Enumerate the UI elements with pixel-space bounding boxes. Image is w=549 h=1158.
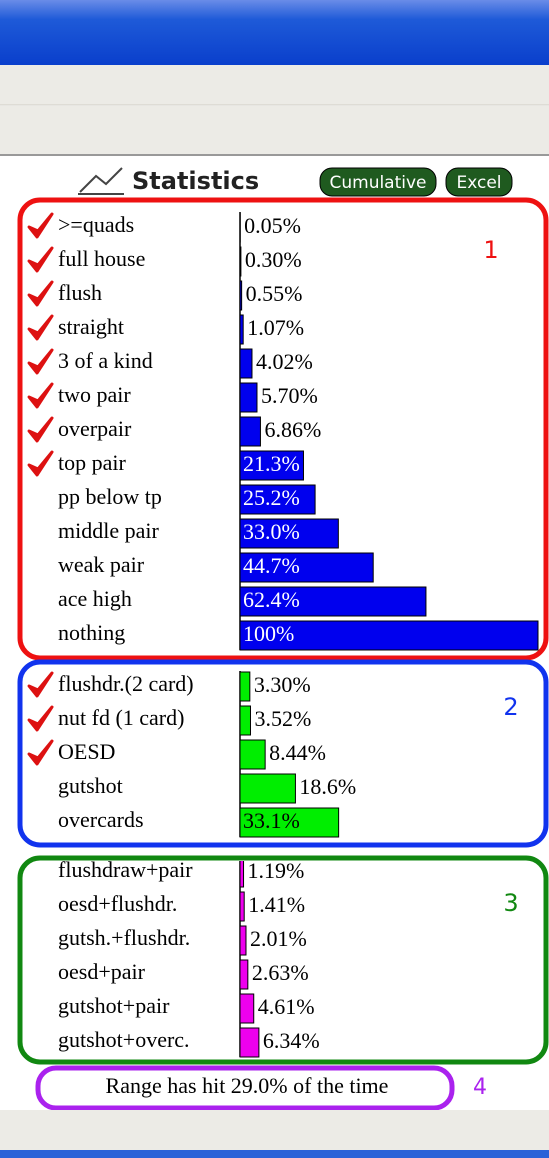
bar [240, 740, 265, 769]
footer-text: Range has hit 29.0% of the time [106, 1073, 389, 1098]
group-label: 1 [483, 236, 498, 264]
value-label: 33.1% [243, 808, 300, 833]
panel-title: Statistics [132, 167, 259, 195]
checkmark [29, 384, 52, 407]
bar [240, 774, 295, 803]
row-name: gutshot+overc. [58, 1027, 190, 1052]
checkmark [29, 316, 52, 339]
value-label: 4.61% [258, 994, 315, 1019]
value-label: 62.4% [243, 587, 300, 612]
row-name: straight [58, 314, 124, 339]
row-name: oesd+pair [58, 959, 146, 984]
checkmark [29, 282, 52, 305]
row-name: 3 of a kind [58, 348, 153, 373]
row-name: pp below tp [58, 484, 162, 509]
button-label[interactable]: Excel [456, 173, 501, 193]
row-name: >=quads [58, 212, 134, 237]
row-name: OESD [58, 739, 115, 764]
row-name: two pair [58, 382, 131, 407]
row-name: gutshot [58, 773, 123, 798]
value-label: 33.0% [243, 519, 300, 544]
bar [240, 281, 242, 310]
value-label: 44.7% [243, 553, 300, 578]
group-rows: >=quads 0.05% full house 0.30% flush 0.55% str… [29, 212, 538, 650]
group-rows: flushdr.(2 card) 3.30% nut fd (1 card) 3.52… [29, 671, 356, 837]
bar [240, 994, 254, 1023]
checkmark [29, 350, 52, 373]
value-label: 25.2% [243, 485, 300, 510]
status-bar [0, 1110, 549, 1150]
value-label: 21.3% [243, 451, 300, 476]
checkmark [29, 707, 52, 730]
row-name: weak pair [58, 552, 145, 577]
row-name: nut fd (1 card) [58, 705, 184, 730]
button-label[interactable]: Cumulative [329, 173, 426, 193]
checkmark [29, 741, 52, 764]
row-name: full house [58, 246, 145, 271]
row-name: flushdr.(2 card) [58, 671, 194, 696]
footer-label: 4 [473, 1075, 487, 1100]
group-label: 3 [503, 889, 518, 917]
value-label: 100% [243, 621, 294, 646]
bar [240, 383, 257, 412]
bar [240, 672, 250, 701]
bottom-border [0, 1150, 549, 1158]
value-label: 0.30% [245, 247, 302, 272]
value-label: 18.6% [299, 774, 356, 799]
bar [240, 247, 241, 276]
row-name: middle pair [58, 518, 159, 543]
checkmark [29, 418, 52, 441]
bar [240, 315, 243, 344]
bar [240, 892, 244, 921]
bar [240, 960, 248, 989]
row-name: flushdraw+pair [58, 857, 193, 882]
value-label: 6.34% [263, 1028, 320, 1053]
value-label: 1.41% [248, 892, 305, 917]
stats-window: Statistics Cumulative Excel Range has hi… [0, 0, 549, 1158]
value-label: 5.70% [261, 383, 318, 408]
checkmark [29, 214, 52, 237]
value-label: 2.63% [252, 960, 309, 985]
checkmark [29, 452, 52, 475]
bar [240, 706, 250, 735]
bar [240, 417, 260, 446]
toolbar [0, 106, 549, 154]
row-name: flush [58, 280, 102, 305]
row-name: oesd+flushdr. [58, 891, 177, 916]
page: Statistics Cumulative Excel Range has hi… [0, 0, 549, 1158]
group-rows: flushdraw+pair 1.19% oesd+flushdr. 1.41% gut… [58, 857, 320, 1057]
title-bar [0, 0, 549, 65]
checkmark [29, 248, 52, 271]
bar [240, 349, 252, 378]
checkmark [29, 673, 52, 696]
value-label: 3.52% [254, 706, 311, 731]
menu-bar [0, 65, 549, 105]
value-label: 2.01% [250, 926, 307, 951]
value-label: 0.55% [246, 281, 303, 306]
bar [240, 858, 244, 887]
value-label: 1.19% [248, 858, 305, 883]
row-name: nothing [58, 620, 125, 645]
value-label: 8.44% [269, 740, 326, 765]
chart-icon [80, 168, 122, 192]
value-label: 6.86% [264, 417, 321, 442]
row-name: ace high [58, 586, 132, 611]
value-label: 4.02% [256, 349, 313, 374]
value-label: 1.07% [247, 315, 304, 340]
group-label: 2 [503, 693, 518, 721]
row-name: gutsh.+flushdr. [58, 925, 190, 950]
value-label: 3.30% [254, 672, 311, 697]
value-label: 0.05% [244, 213, 301, 238]
row-name: gutshot+pair [58, 993, 170, 1018]
row-name: top pair [58, 450, 126, 475]
bar [240, 1028, 259, 1057]
row-name: overpair [58, 416, 132, 441]
bar [240, 926, 246, 955]
row-name: overcards [58, 807, 144, 832]
